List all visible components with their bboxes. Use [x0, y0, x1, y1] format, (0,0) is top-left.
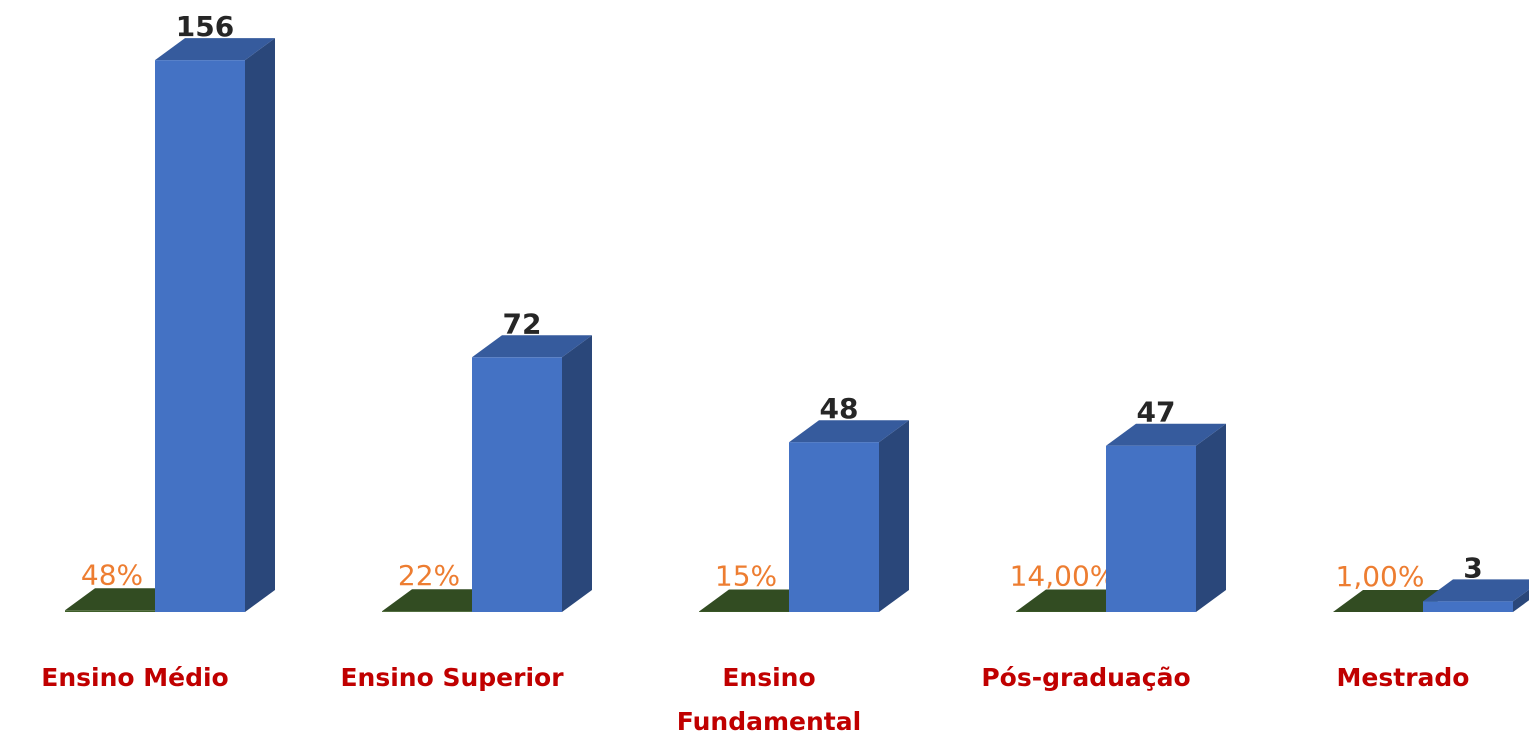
- bar-front: [382, 611, 472, 612]
- x-tick-label: Ensino Médio: [0, 656, 278, 700]
- bar: [1106, 424, 1226, 612]
- bar: [155, 38, 275, 612]
- bar-front: [155, 60, 245, 612]
- bar-front: [1423, 601, 1513, 612]
- bar-front: [789, 442, 879, 612]
- x-tick-label: Ensino Superior: [310, 656, 595, 700]
- value-label: 48: [820, 392, 859, 425]
- bar-side: [245, 38, 275, 612]
- bar: [789, 420, 909, 612]
- value-label: 48%: [81, 558, 143, 591]
- bar-side: [879, 420, 909, 612]
- value-label: 15%: [715, 559, 777, 592]
- x-tick-label: Mestrado: [1261, 656, 1529, 700]
- value-label: 14,00%: [1010, 560, 1117, 593]
- bar-front: [472, 357, 562, 612]
- bar-front: [699, 611, 789, 612]
- value-label: 22%: [398, 559, 460, 592]
- bar: [472, 335, 592, 612]
- bar-side: [1196, 424, 1226, 612]
- value-label: 3: [1463, 551, 1482, 584]
- bar-front: [1106, 446, 1196, 612]
- value-label: 156: [176, 10, 234, 43]
- bar-side: [562, 335, 592, 612]
- x-tick-label: Pós-graduação: [944, 656, 1229, 700]
- value-label: 47: [1137, 396, 1176, 429]
- bar-front: [65, 610, 155, 612]
- value-label: 72: [503, 307, 542, 340]
- x-tick-label: Ensino Fundamental: [627, 656, 912, 744]
- value-label: 1,00%: [1336, 560, 1425, 593]
